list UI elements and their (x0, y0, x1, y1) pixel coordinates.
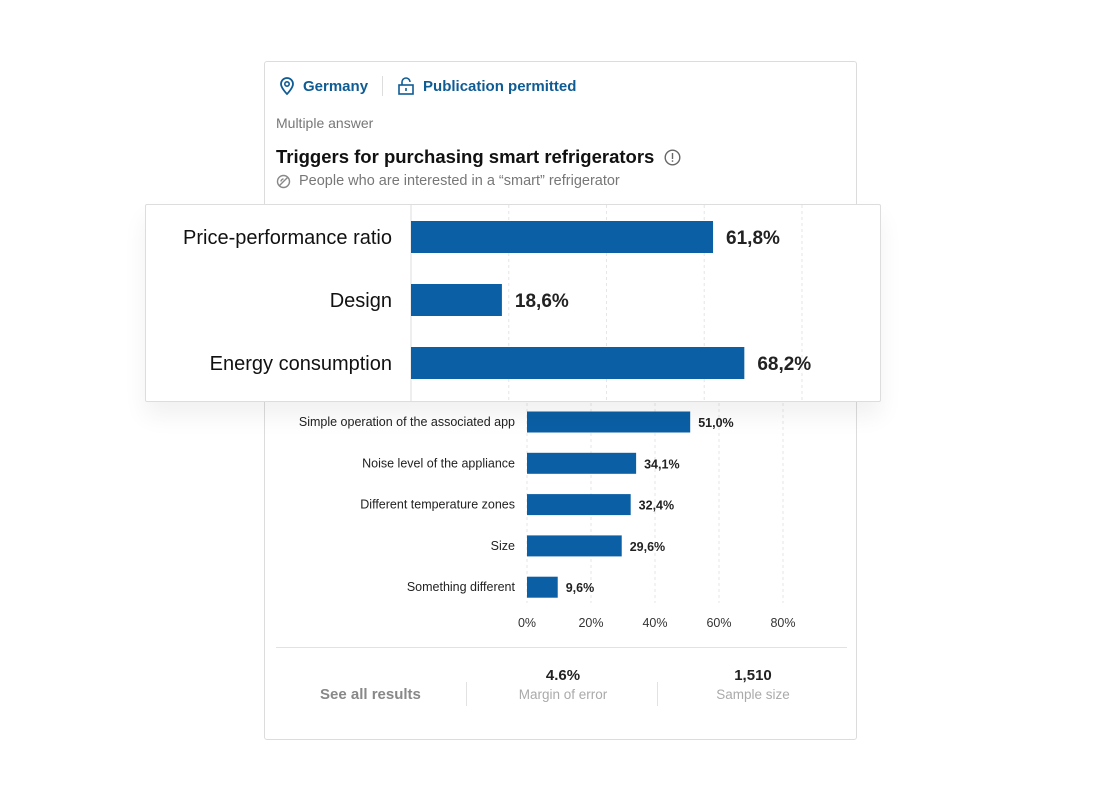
category-label: Simple operation of the associated app (299, 415, 515, 429)
bar (411, 347, 745, 379)
location-link[interactable]: Germany (279, 77, 368, 95)
margin-value: 4.6% (545, 667, 581, 684)
publication-label: Publication permitted (423, 77, 577, 95)
category-label: Noise level of the appliance (362, 456, 515, 470)
info-icon[interactable] (664, 148, 681, 166)
category-label: Design (330, 290, 392, 312)
category-label: Price-performance ratio (183, 227, 392, 249)
data-label: 51,0% (698, 416, 733, 430)
data-label: 29,6% (630, 540, 665, 554)
category-label: Something different (407, 580, 516, 594)
margin-label: Margin of error (518, 687, 608, 702)
bar (527, 411, 691, 433)
category-label: Energy consumption (210, 353, 392, 375)
sample-value: 1,510 (734, 667, 772, 684)
divider (466, 682, 467, 706)
magnified-chart-callout: Price-performance ratio 61,8% Design 18,6% E… (145, 204, 881, 402)
chart-subtitle: People who are interested in a “smart” r… (276, 173, 620, 189)
x-tick-label: 0% (518, 616, 536, 630)
data-label: 68,2% (757, 354, 811, 375)
meta-bar: Germany Publication permitted (279, 76, 576, 96)
magnified-bar-chart: Price-performance ratio 61,8% Design 18,6% E… (183, 205, 811, 401)
see-all-results-link[interactable]: See all results (320, 686, 421, 703)
bar (527, 452, 637, 474)
x-tick-label: 20% (578, 616, 603, 630)
unlock-icon (398, 77, 414, 95)
category-label: Size (491, 539, 515, 553)
location-pin-icon (280, 77, 294, 95)
target-group-icon (276, 174, 291, 188)
bar (411, 221, 714, 253)
sample-size: 1,510 Sample size (668, 667, 838, 702)
bar (527, 535, 622, 557)
data-label: 34,1% (644, 457, 679, 471)
data-label: 18,6% (515, 291, 569, 312)
publication-link[interactable]: Publication permitted (397, 77, 576, 95)
x-tick-label: 60% (706, 616, 731, 630)
data-label: 9,6% (566, 581, 595, 595)
divider (382, 76, 384, 96)
bar (527, 576, 558, 598)
location-label: Germany (303, 77, 369, 95)
bar (411, 284, 502, 316)
x-tick-label: 40% (642, 616, 667, 630)
x-tick-label: 80% (770, 616, 795, 630)
footer-divider (276, 647, 847, 648)
margin-of-error: 4.6% Margin of error (478, 667, 648, 702)
divider (657, 682, 658, 706)
sample-label: Sample size (716, 687, 790, 702)
answer-type: Multiple answer (276, 115, 374, 131)
chart-title: Triggers for purchasing smart refrigerat… (276, 146, 681, 168)
bar (527, 494, 631, 516)
data-label: 32,4% (639, 499, 674, 513)
category-label: Different temperature zones (360, 498, 515, 512)
subtitle-text: People who are interested in a “smart” r… (299, 173, 620, 189)
chart-title-text: Triggers for purchasing smart refrigerat… (276, 146, 655, 167)
data-label: 61,8% (726, 228, 780, 249)
